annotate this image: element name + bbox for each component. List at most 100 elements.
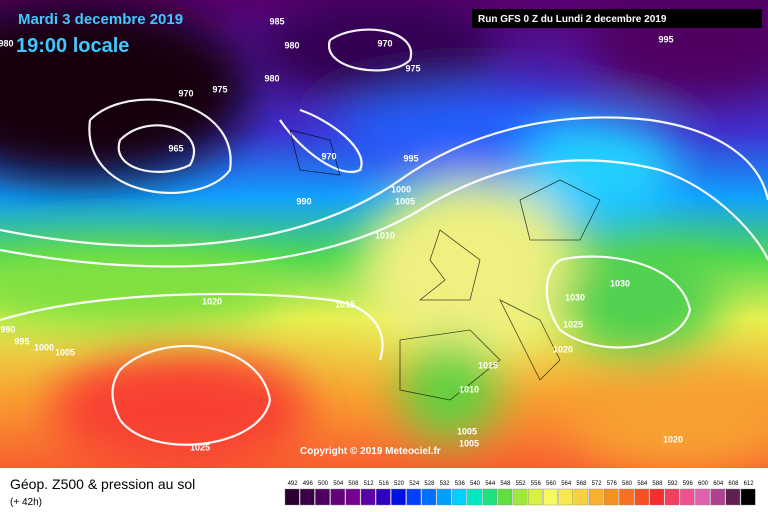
colorbar-tick-label: 536 [455,481,466,487]
colorbar-swatch [421,488,437,506]
colorbar-swatch [482,488,498,506]
colorbar-swatch [619,488,634,506]
isobar-label: 1015 [335,299,355,309]
colorbar-swatch [649,488,665,506]
colorbar-tick-label: 560 [546,481,557,487]
isobar-label: 1000 [391,184,411,194]
colorbar-tick-label: 576 [607,481,618,487]
isobar-label: 975 [212,84,227,94]
colorbar-swatch [528,488,543,506]
isobar-label: 970 [178,88,193,98]
isobar-label: 975 [405,63,420,73]
isobar-label: 990 [0,324,15,334]
colorbar-swatch [376,488,391,506]
colorbar-tick-label: 572 [592,481,603,487]
isobar-label: 1025 [190,442,210,452]
isobar-label: 990 [296,196,311,206]
colorbar-tick-label: 528 [424,481,435,487]
colorbar-tick-label: 600 [698,481,709,487]
colorbar-swatch [284,488,300,506]
colorbar-tick-label: 544 [485,481,496,487]
isobar-label: 980 [284,40,299,50]
colorbar-swatch [664,488,680,506]
colorbar-swatch [604,488,619,506]
colorbar-swatch [300,488,315,506]
isobar-label: 1005 [459,438,479,448]
isobar-label: 1005 [55,347,75,357]
colorbar-tick-label: 596 [683,481,694,487]
colorbar-tick-label: 516 [379,481,390,487]
colorbar-swatch [360,488,376,506]
colorbar-swatch [573,488,589,506]
copyright: Copyright © 2019 Meteociel.fr [300,446,441,457]
colorbar-swatch [680,488,695,506]
colorbar-tick-label: 584 [637,481,648,487]
colorbar-tick-label: 568 [576,481,587,487]
colorbar-tick-label: 508 [348,481,359,487]
isobar-label: 1005 [457,426,477,436]
isobar-label: 995 [14,336,29,346]
lead-time: (+ 42h) [10,497,42,508]
colorbar-tick-label: 564 [561,481,572,487]
colorbar-tick-label: 512 [364,481,375,487]
colorbar-swatch [391,488,406,506]
colorbar-swatch [740,488,756,506]
isobar-label: 1030 [565,292,585,302]
colorbar-tick-label: 500 [318,481,329,487]
isobar-label: 970 [321,151,336,161]
isobar-label: 985 [269,16,284,26]
isobar-label: 1010 [375,230,395,240]
colorbar-swatch [558,488,573,506]
isobar-label: 980 [0,38,14,48]
colorbar-swatch [725,488,741,506]
colorbar-tick-label: 612 [744,481,755,487]
colorbar-swatch [497,488,513,506]
colorbar-tick-label: 548 [500,481,511,487]
run-box [472,9,762,28]
isobar-label: 1005 [395,196,415,206]
colorbar-tick-label: 520 [394,481,405,487]
isobar-label: 970 [377,38,392,48]
colorbar-tick-label: 608 [728,481,739,487]
isobar-label: 1020 [202,296,222,306]
run: Run GFS 0 Z du Lundi 2 decembre 2019 [478,14,667,25]
colorbar-tick-label: 588 [652,481,663,487]
colorbar-tick-label: 504 [333,481,344,487]
isobar-label: 1030 [610,278,630,288]
colorbar-tick-label: 580 [622,481,633,487]
colorbar-swatch [512,488,528,506]
colorbar-swatch [330,488,346,506]
colorbar-swatch [467,488,482,506]
isobar-label: 1000 [34,342,54,352]
isobar-label: 1025 [563,319,583,329]
footer-title: Géop. Z500 & pression au sol [10,476,195,492]
colorbar-tick-label: 552 [516,481,527,487]
colorbar-swatch [695,488,710,506]
colorbar-tick-label: 492 [288,481,299,487]
colorbar-tick-label: 540 [470,481,481,487]
colorbar-tick-label: 524 [409,481,420,487]
colorbar-tick-label: 496 [303,481,314,487]
colorbar-swatch [452,488,467,506]
colorbar-tick-label: 556 [531,481,542,487]
colorbar-swatch [710,488,725,506]
colorbar-swatch [436,488,452,506]
isobar-label: 965 [168,143,183,153]
colorbar-swatch [634,488,649,506]
isobar-label: 1020 [663,434,683,444]
colorbar-swatch [345,488,361,506]
isobar-label: 995 [658,34,673,44]
colorbar: 492 496 500 504 508 512 516 520 524 528 532 536 540 5… [284,481,756,506]
colorbar-tick-label: 604 [713,481,724,487]
colorbar-swatch [588,488,604,506]
colorbar-swatch [543,488,558,506]
colorbar-tick-label: 532 [440,481,451,487]
colorbar-tick-label: 592 [668,481,679,487]
colorbar-swatch [315,488,330,506]
isobar-label: 1010 [459,384,479,394]
date: Mardi 3 decembre 2019 [18,11,183,28]
isobar-label: 1015 [478,360,498,370]
